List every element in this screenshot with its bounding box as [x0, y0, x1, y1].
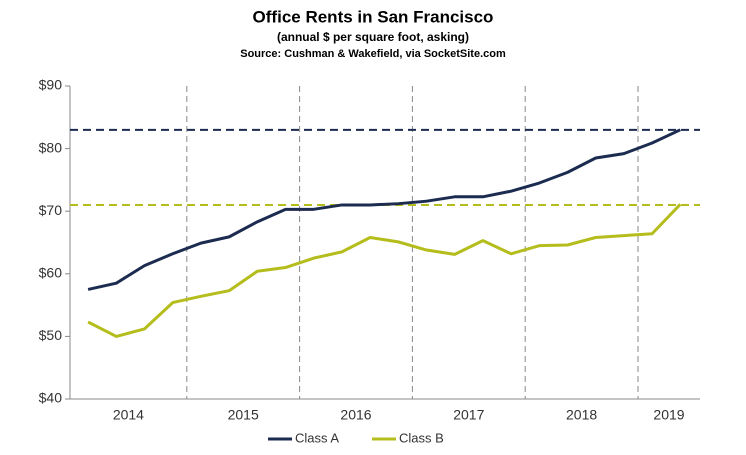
chart-source: Source: Cushman & Wakefield, via SocketS…	[240, 48, 506, 60]
legend-label: Class A	[295, 430, 339, 445]
chart-subtitle: (annual $ per square foot, asking)	[277, 30, 469, 44]
x-tick-label: 2016	[340, 407, 371, 423]
y-tick-label: $50	[39, 327, 63, 343]
x-tick-label: 2018	[566, 407, 597, 423]
x-tick-label: 2015	[228, 407, 259, 423]
y-tick-label: $40	[39, 390, 63, 406]
legend-label: Class B	[399, 430, 444, 445]
x-tick-label: 2017	[453, 407, 484, 423]
x-tick-label: 2014	[113, 407, 144, 423]
y-tick-label: $70	[39, 202, 63, 218]
series-line	[87, 128, 681, 291]
y-tick-label: $60	[39, 265, 63, 281]
series-line	[87, 203, 682, 338]
y-tick-label: $80	[39, 139, 63, 155]
chart-title: Office Rents in San Francisco	[253, 7, 494, 26]
x-tick-label: 2019	[653, 407, 684, 423]
y-tick-label: $90	[39, 77, 63, 93]
